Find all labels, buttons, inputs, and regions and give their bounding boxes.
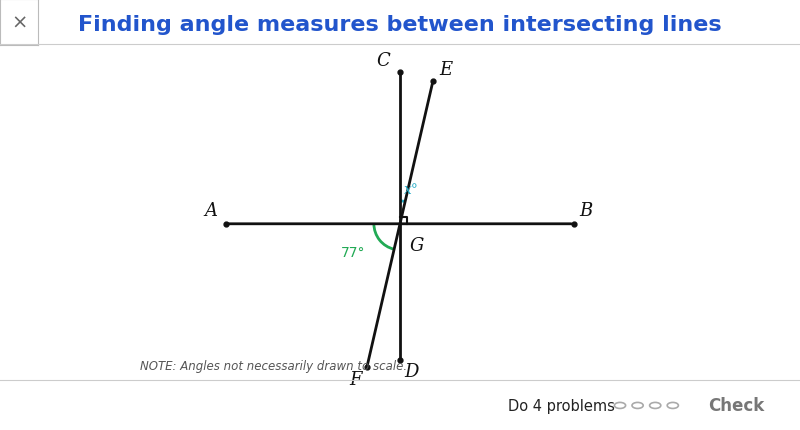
Text: D: D: [404, 362, 418, 381]
Text: NOTE: Angles not necessarily drawn to scale.: NOTE: Angles not necessarily drawn to sc…: [140, 359, 407, 372]
Text: Finding angle measures between intersecting lines: Finding angle measures between intersect…: [78, 15, 722, 35]
Text: B: B: [579, 202, 593, 220]
Text: E: E: [439, 61, 453, 79]
Text: x°: x°: [404, 182, 419, 196]
Text: A: A: [205, 202, 218, 220]
Text: ×: ×: [11, 13, 27, 33]
Text: F: F: [349, 370, 362, 387]
Text: 77°: 77°: [341, 245, 365, 259]
Text: Check: Check: [708, 396, 765, 414]
Text: G: G: [410, 236, 424, 254]
Text: Do 4 problems: Do 4 problems: [508, 398, 615, 413]
Text: C: C: [377, 52, 390, 70]
